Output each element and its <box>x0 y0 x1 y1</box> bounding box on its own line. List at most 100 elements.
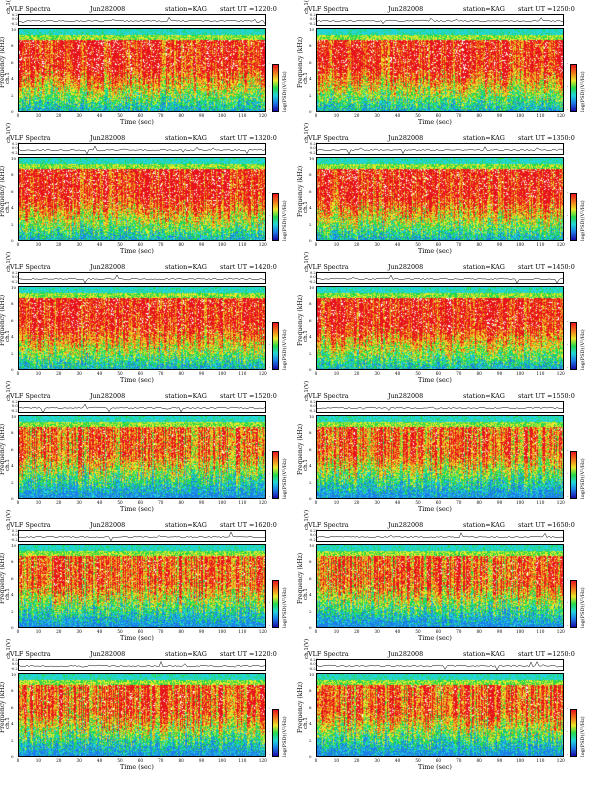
channel-tick: 0.00 <box>309 662 318 667</box>
spectrogram <box>316 544 564 628</box>
waveform-trace <box>18 143 266 155</box>
waveform-line <box>19 274 265 283</box>
x-tick-label: 100 <box>516 371 524 376</box>
y-tick-label: 8 <box>11 688 14 694</box>
waveform-trace <box>316 659 564 671</box>
colorbar <box>570 322 577 370</box>
panel-date: Jun282008 <box>90 392 126 400</box>
x-tick-label: 0 <box>314 242 318 247</box>
y-tick-label: 6 <box>11 446 14 452</box>
waveform-line <box>317 17 563 25</box>
y-tick-label: 8 <box>11 430 14 436</box>
spectrogram-panel: VLF Spectra Jun282008 station=KAG start UT … <box>297 381 602 517</box>
panel-title: VLF Spectra <box>10 521 51 529</box>
y-axis-label: Frequency (kHz) <box>297 36 304 88</box>
channel-tick: 0.00 <box>309 146 318 151</box>
panel-header: VLF Spectra Jun282008 station=KAG start UT … <box>8 649 304 659</box>
x-axis-label: Time (sec) <box>120 763 154 771</box>
y-tick-label: 4 <box>309 205 312 211</box>
waveform-line <box>317 532 563 539</box>
x-tick-label: 30 <box>374 500 380 505</box>
x-tick-label: 50 <box>117 113 123 118</box>
x-tick-label: 50 <box>117 242 123 247</box>
x-tick-label: 70 <box>158 758 164 763</box>
channel-ticks: 0.20 0.00 -0.20 <box>8 142 20 156</box>
waveform-trace <box>316 14 564 26</box>
panel-date: Jun282008 <box>388 134 424 142</box>
x-tick-label: 10 <box>333 758 340 763</box>
x-tick-label: 120 <box>556 758 565 763</box>
spectrogram-panel: VLF Spectra Jun282008 station=KAG start UT … <box>0 252 304 388</box>
panel-station: station=KAG <box>463 392 505 400</box>
channel-ticks: 0.20 0.00 -0.20 <box>8 529 20 543</box>
panel-station: station=KAG <box>463 650 505 658</box>
x-tick-label: 30 <box>374 758 380 763</box>
x-tick-label: 100 <box>218 242 226 247</box>
colorbar-label: log(PSD)(V²/Hz) <box>580 71 586 112</box>
y-tick-label: 6 <box>11 59 14 65</box>
waveform-trace <box>316 530 564 542</box>
colorbar <box>570 193 577 241</box>
x-tick-label: 10 <box>35 113 42 118</box>
y-axis-label: Frequency (kHz) <box>0 552 6 604</box>
y-tick-label: 6 <box>11 188 14 194</box>
panel-station: station=KAG <box>463 5 505 13</box>
spectrogram-panel: VLF Spectra Jun282008 station=KAG start UT … <box>0 639 304 775</box>
channel-label: ch.1(V) <box>6 380 12 401</box>
colorbar-tick: - <box>269 472 271 476</box>
x-tick-label: 20 <box>56 371 62 376</box>
spectrogram <box>18 673 266 757</box>
x-axis-label: Time (sec) <box>418 376 452 384</box>
x-tick-label: 0 <box>314 500 318 505</box>
x-tick-label: 30 <box>374 242 380 247</box>
colorbar-tick: - <box>567 624 569 628</box>
channel-tick: -0.20 <box>10 21 20 26</box>
x-tick-label: 10 <box>333 113 340 118</box>
x-tick-label: 60 <box>137 629 144 634</box>
y-tick-label: 8 <box>11 43 14 49</box>
panel-start-ut: start UT =1650:0 <box>518 521 575 529</box>
waveform-line <box>317 406 563 411</box>
channel-tick: 0.20 <box>309 400 318 404</box>
y-tick-label: 8 <box>309 559 312 565</box>
x-tick-label: 10 <box>35 371 42 376</box>
y-tick-label: 10 <box>11 285 17 290</box>
colorbar-label: log(PSD)(V²/Hz) <box>282 200 288 241</box>
colorbar-tick: - <box>567 753 569 757</box>
x-tick-label: 10 <box>35 500 42 505</box>
x-tick-label: 90 <box>198 113 205 118</box>
x-tick-label: 70 <box>456 758 462 763</box>
x-axis-label: Time (sec) <box>120 247 154 255</box>
spectrogram <box>316 673 564 757</box>
x-tick-label: 30 <box>374 629 380 634</box>
y-tick-label: 2 <box>309 350 312 356</box>
x-tick-label: 10 <box>333 242 340 247</box>
x-tick-label: 70 <box>456 113 462 118</box>
y-tick-label: 0 <box>11 496 14 501</box>
waveform-line <box>317 274 563 283</box>
panel-station: station=KAG <box>165 650 207 658</box>
waveform-line <box>317 661 563 670</box>
x-tick-label: 60 <box>137 113 144 118</box>
y-tick-label: 0 <box>309 496 312 501</box>
y-tick-label: 10 <box>309 27 315 32</box>
x-tick-label: 20 <box>56 113 62 118</box>
colorbar-tick: - <box>269 601 271 605</box>
panel-date: Jun282008 <box>388 521 424 529</box>
x-tick-label: 30 <box>76 500 82 505</box>
panel-title: VLF Spectra <box>10 263 51 271</box>
x-tick-label: 100 <box>516 758 524 763</box>
x-tick-label: 120 <box>258 500 267 505</box>
channel-tick: -0.20 <box>308 279 318 284</box>
channel-tick: -0.20 <box>308 21 318 26</box>
x-tick-label: 110 <box>238 113 247 118</box>
colorbar-label: log(PSD)(V²/Hz) <box>282 458 288 499</box>
colorbar-tick: - <box>567 707 569 711</box>
x-tick-label: 60 <box>137 758 144 763</box>
x-tick-label: 0 <box>16 500 20 505</box>
panel-date: Jun282008 <box>90 521 126 529</box>
y-tick-label: 0 <box>309 367 312 372</box>
spectrogram-panel: VLF Spectra Jun282008 station=KAG start UT … <box>297 510 602 646</box>
x-tick-label: 0 <box>16 242 20 247</box>
x-tick-label: 100 <box>516 113 524 118</box>
